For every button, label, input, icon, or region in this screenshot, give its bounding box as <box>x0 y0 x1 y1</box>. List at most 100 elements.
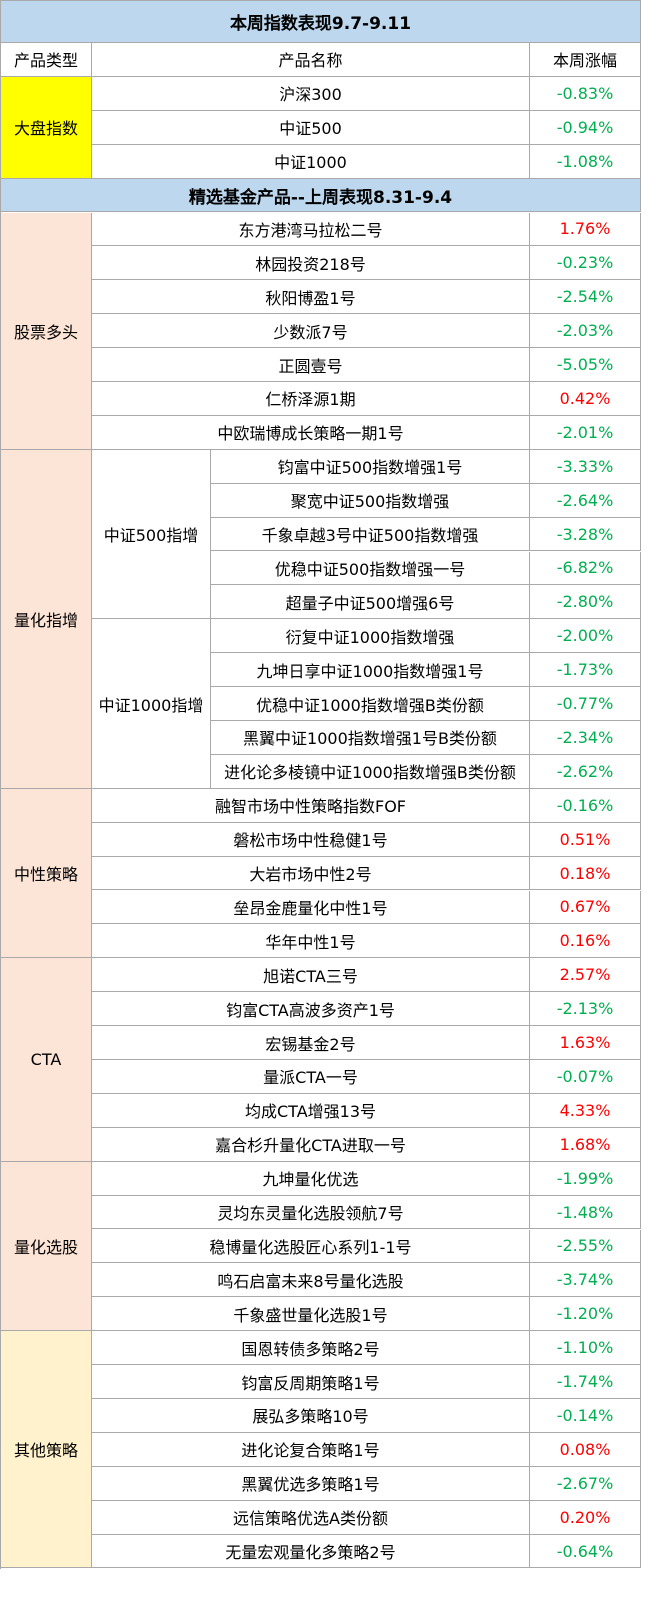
product-name: 无量宏观量化多策略2号 <box>92 1534 530 1569</box>
product-name: 聚宽中证500指数增强 <box>211 483 530 518</box>
weekly-change: -2.01% <box>530 415 641 450</box>
weekly-change: -2.13% <box>530 992 641 1027</box>
product-name: 千象盛世量化选股1号 <box>92 1297 530 1332</box>
product-name: 钧富CTA高波多资产1号 <box>92 992 530 1027</box>
category-cell: 大盘指数 <box>1 76 92 179</box>
product-name: 千象卓越3号中证500指数增强 <box>211 517 530 552</box>
funds-banner: 精选基金产品--上周表现8.31-9.4 <box>1 178 641 213</box>
product-name: 旭诺CTA三号 <box>92 958 530 993</box>
product-name: 黑翼优选多策略1号 <box>92 1466 530 1501</box>
product-name: 灵均东灵量化选股领航7号 <box>92 1195 530 1230</box>
product-name: 优稳中证500指数增强一号 <box>211 551 530 586</box>
weekly-change: -1.99% <box>530 1161 641 1196</box>
product-name: 展弘多策略10号 <box>92 1399 530 1433</box>
product-name: 优稳中证1000指数增强B类份额 <box>211 687 530 721</box>
product-name: 稳博量化选股匠心系列1-1号 <box>92 1229 530 1264</box>
category-cell: CTA <box>1 958 92 1162</box>
product-name: 九坤日享中证1000指数增强1号 <box>211 653 530 688</box>
product-name: 仁桥泽源1期 <box>92 382 530 416</box>
weekly-change: -2.54% <box>530 280 641 315</box>
weekly-change: -0.94% <box>530 110 641 145</box>
weekly-change: 2.57% <box>530 958 641 993</box>
weekly-change: -0.14% <box>530 1399 641 1433</box>
header-change: 本周涨幅 <box>530 43 641 77</box>
weekly-change: -3.33% <box>530 449 641 484</box>
weekly-change: 0.18% <box>530 856 641 891</box>
product-name: 沪深300 <box>92 76 530 111</box>
weekly-change: -2.55% <box>530 1229 641 1264</box>
product-name: 进化论多棱镜中证1000指数增强B类份额 <box>211 754 530 789</box>
product-name: 磐松市场中性稳健1号 <box>92 822 530 857</box>
product-name: 垒昂金鹿量化中性1号 <box>92 890 530 925</box>
performance-table: 本周指数表现9.7-9.11 产品类型 产品名称 本周涨幅大盘指数 沪深300 -0.83… <box>0 0 641 1569</box>
product-name: 九坤量化优选 <box>92 1161 530 1196</box>
subcategory-cell: 中证500指增 <box>92 449 211 620</box>
weekly-change: 0.67% <box>530 890 641 925</box>
weekly-change: 1.63% <box>530 1026 641 1060</box>
weekly-change: -0.83% <box>530 76 641 111</box>
weekly-change: 0.42% <box>530 382 641 416</box>
product-name: 中证500 <box>92 110 530 145</box>
weekly-change: -1.48% <box>530 1195 641 1230</box>
product-name: 东方港湾马拉松二号 <box>92 212 530 247</box>
weekly-change: -0.23% <box>530 246 641 281</box>
product-name: 进化论复合策略1号 <box>92 1432 530 1467</box>
product-name: 超量子中证500增强6号 <box>211 585 530 620</box>
index-banner: 本周指数表现9.7-9.11 <box>1 1 641 43</box>
product-name: 钧富中证500指数增强1号 <box>211 449 530 484</box>
product-name: 衍复中证1000指数增强 <box>211 619 530 654</box>
weekly-change: -5.05% <box>530 348 641 382</box>
product-name: 秋阳博盈1号 <box>92 280 530 315</box>
weekly-change: 0.20% <box>530 1500 641 1535</box>
weekly-change: -0.77% <box>530 687 641 721</box>
weekly-change: -3.74% <box>530 1263 641 1298</box>
product-name: 少数派7号 <box>92 314 530 349</box>
weekly-change: -2.03% <box>530 314 641 349</box>
weekly-change: -0.16% <box>530 788 641 823</box>
weekly-change: 4.33% <box>530 1093 641 1128</box>
product-name: 大岩市场中性2号 <box>92 856 530 891</box>
product-name: 中证1000 <box>92 144 530 179</box>
weekly-change: -2.00% <box>530 619 641 654</box>
weekly-change: -0.07% <box>530 1060 641 1094</box>
product-name: 嘉合杉升量化CTA进取一号 <box>92 1127 530 1162</box>
product-name: 鸣石启富未来8号量化选股 <box>92 1263 530 1298</box>
product-name: 融智市场中性策略指数FOF <box>92 788 530 823</box>
product-name: 中欧瑞博成长策略一期1号 <box>92 415 530 450</box>
weekly-change: -3.28% <box>530 517 641 552</box>
weekly-change: -2.80% <box>530 585 641 620</box>
weekly-change: -1.74% <box>530 1365 641 1399</box>
subcategory-cell: 中证1000指增 <box>92 619 211 789</box>
product-name: 远信策略优选A类份额 <box>92 1500 530 1535</box>
product-name: 林园投资218号 <box>92 246 530 281</box>
product-name: 量派CTA一号 <box>92 1060 530 1094</box>
weekly-change: 0.51% <box>530 822 641 857</box>
weekly-change: 0.16% <box>530 924 641 959</box>
weekly-change: 1.68% <box>530 1127 641 1162</box>
weekly-change: -2.64% <box>530 483 641 518</box>
weekly-change: -1.08% <box>530 144 641 179</box>
weekly-change: -1.73% <box>530 653 641 688</box>
weekly-change: -6.82% <box>530 551 641 586</box>
category-cell: 股票多头 <box>1 212 92 450</box>
category-cell: 量化选股 <box>1 1161 92 1332</box>
product-name: 钧富反周期策略1号 <box>92 1365 530 1399</box>
product-name: 均成CTA增强13号 <box>92 1093 530 1128</box>
category-cell: 量化指增 <box>1 449 92 789</box>
weekly-change: -1.20% <box>530 1297 641 1332</box>
product-name: 正圆壹号 <box>92 348 530 382</box>
product-name: 华年中性1号 <box>92 924 530 959</box>
weekly-change: -2.62% <box>530 754 641 789</box>
product-name: 黑翼中证1000指数增强1号B类份额 <box>211 721 530 755</box>
category-cell: 其他策略 <box>1 1331 92 1569</box>
header-type: 产品类型 <box>1 43 92 77</box>
weekly-change: -0.64% <box>530 1534 641 1569</box>
header-name: 产品名称 <box>92 43 530 77</box>
product-name: 宏锡基金2号 <box>92 1026 530 1060</box>
category-cell: 中性策略 <box>1 788 92 959</box>
weekly-change: 1.76% <box>530 212 641 247</box>
weekly-change: 0.08% <box>530 1432 641 1467</box>
weekly-change: -1.10% <box>530 1331 641 1366</box>
weekly-change: -2.34% <box>530 721 641 755</box>
weekly-change: -2.67% <box>530 1466 641 1501</box>
